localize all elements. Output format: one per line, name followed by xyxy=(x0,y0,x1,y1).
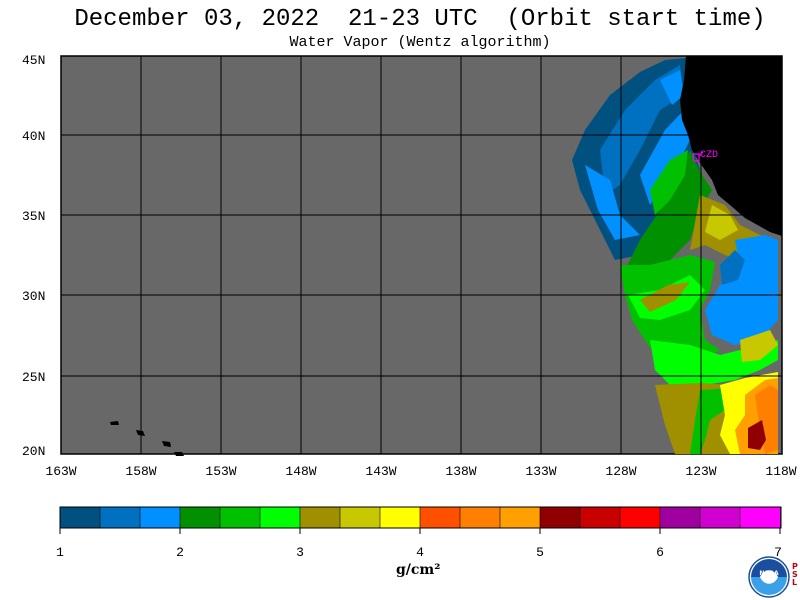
colorbar-swatch xyxy=(539,506,581,529)
lon-label: 128W xyxy=(605,464,636,479)
colorbar-swatch xyxy=(739,506,781,529)
colorbar-swatch xyxy=(579,506,621,529)
lon-label: 133W xyxy=(525,464,556,479)
colorbar-swatch xyxy=(179,506,221,529)
colorbar-labels: 1 2 3 4 5 6 7 xyxy=(56,545,782,560)
swath-band-4 xyxy=(640,110,690,205)
swath-band-16 xyxy=(740,330,778,362)
swath-band-3 xyxy=(585,165,640,240)
swath-band-7 xyxy=(650,150,688,215)
noaa-logo-icon: NOAA xyxy=(748,556,790,598)
lon-label: 163W xyxy=(45,464,76,479)
colorbar-tick-label: 7 xyxy=(774,545,782,560)
swath-band-11 xyxy=(720,250,745,285)
colorbar xyxy=(59,506,781,529)
lat-labels: 45N 40N 35N 30N 25N 20N xyxy=(22,53,45,459)
lat-label: 45N xyxy=(22,53,45,68)
lon-label: 148W xyxy=(285,464,316,479)
swath-band-9 xyxy=(705,205,738,240)
swath-band-14 xyxy=(640,282,690,312)
colorbar-swatch xyxy=(499,506,541,529)
colorbar-tick-label: 1 xyxy=(56,545,64,560)
lon-label: 158W xyxy=(125,464,156,479)
graticule xyxy=(61,56,782,454)
colorbar-swatch xyxy=(59,506,101,529)
station-label: CZD xyxy=(700,150,718,161)
colorbar-tick-label: 6 xyxy=(656,545,664,560)
colorbar-tick-label: 5 xyxy=(536,545,544,560)
swath-band-10 xyxy=(705,235,778,345)
swath-band-23 xyxy=(748,420,766,450)
water-vapor-swath xyxy=(572,58,778,454)
swath-band-22 xyxy=(755,385,778,454)
colorbar-tick-label: 3 xyxy=(296,545,304,560)
lat-label: 30N xyxy=(22,289,45,304)
lat-label: 35N xyxy=(22,209,45,224)
colorbar-swatch xyxy=(659,506,701,529)
lon-labels: 163W 158W 153W 148W 143W 138W 133W 128W … xyxy=(45,464,796,479)
colorbar-swatch xyxy=(139,506,181,529)
lon-label: 143W xyxy=(365,464,396,479)
station-marker xyxy=(692,151,704,162)
colorbar-swatch xyxy=(699,506,741,529)
land-mass xyxy=(680,56,782,236)
lon-label: 123W xyxy=(685,464,716,479)
lat-label: 25N xyxy=(22,370,45,385)
page-subtitle: Water Vapor (Wentz algorithm) xyxy=(289,34,551,51)
colorbar-swatch xyxy=(379,506,421,529)
colorbar-swatch xyxy=(619,506,661,529)
colorbar-swatch xyxy=(419,506,461,529)
lon-label: 153W xyxy=(205,464,236,479)
colorbar-units: g/cm² xyxy=(396,562,441,578)
colorbar-swatch xyxy=(259,506,301,529)
noaa-logo-text: NOAA xyxy=(759,570,779,577)
lon-label: 118W xyxy=(765,464,796,479)
lat-label: 40N xyxy=(22,129,45,144)
colorbar-swatch xyxy=(99,506,141,529)
colorbar-tick-label: 4 xyxy=(416,545,424,560)
page-title: December 03, 2022 21-23 UTC (Orbit start… xyxy=(74,6,766,33)
lon-label: 138W xyxy=(445,464,476,479)
colorbar-tick-label: 2 xyxy=(176,545,184,560)
swath-band-5 xyxy=(660,70,684,105)
colorbar-swatch xyxy=(459,506,501,529)
colorbar-swatch xyxy=(219,506,261,529)
colorbar-ticks xyxy=(59,528,781,534)
lat-label: 20N xyxy=(22,444,45,459)
colorbar-swatch xyxy=(339,506,381,529)
colorbar-swatch xyxy=(299,506,341,529)
swath-band-6 xyxy=(625,150,712,270)
